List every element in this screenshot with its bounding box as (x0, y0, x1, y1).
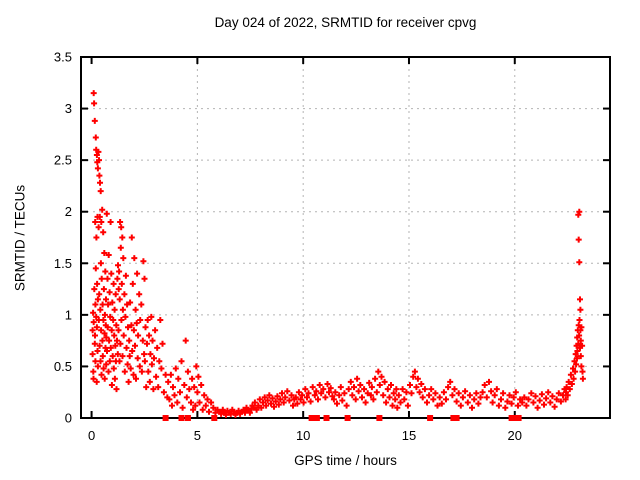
tick-labels: 0 5 10 15 20 0 0.5 1 1.5 2 2.5 3 3.5 (54, 50, 522, 444)
y-tick-label: 2 (65, 204, 72, 219)
x-tick-label: 5 (194, 428, 201, 443)
x-axis-label: GPS time / hours (294, 453, 397, 468)
y-tick-label: 3.5 (54, 50, 72, 65)
plot-border (80, 56, 611, 419)
x-tick-label: 0 (88, 428, 95, 443)
grid-lines (81, 57, 610, 418)
chart-title: Day 024 of 2022, SRMTID for receiver cpv… (214, 15, 477, 30)
x-tick-label: 15 (402, 428, 416, 443)
x-tick-label: 20 (508, 428, 522, 443)
data-points-srmtid-values (89, 90, 586, 418)
y-tick-label: 1.5 (54, 256, 72, 271)
y-tick-label: 3 (65, 101, 72, 116)
y-tick-label: 0.5 (54, 359, 72, 374)
y-tick-label: 0 (65, 411, 72, 426)
y-tick-label: 1 (65, 307, 72, 322)
x-tick-label: 10 (296, 428, 310, 443)
y-tick-label: 2.5 (54, 153, 72, 168)
data-points-zero-flags (162, 415, 522, 421)
